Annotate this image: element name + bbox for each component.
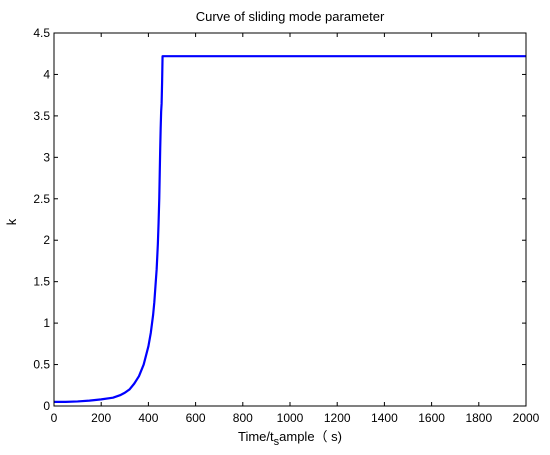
x-tick-label: 800 xyxy=(233,411,253,425)
y-tick-label: 1.5 xyxy=(33,275,50,289)
x-tick-label: 600 xyxy=(186,411,206,425)
y-tick-label: 2.5 xyxy=(33,192,50,206)
x-tick-label: 1800 xyxy=(465,411,492,425)
plot-frame xyxy=(53,32,527,407)
y-tick-label: 4 xyxy=(43,67,50,81)
y-tick-label: 3.5 xyxy=(33,109,50,123)
y-tick-label: 2 xyxy=(43,233,50,247)
x-axis-label: Time/tsample（ s) xyxy=(238,429,342,448)
series-line-k xyxy=(54,55,526,403)
y-axis: 0 0.5 1 1.5 2 2.5 3 3.5 4 4.5 xyxy=(33,26,526,413)
y-tick-label: 3 xyxy=(43,150,50,164)
x-axis: 0 200 400 600 800 1000 1200 1400 1600 1800 2000 xyxy=(51,33,540,425)
y-tick-label: 1 xyxy=(43,316,50,330)
x-tick-label: 1400 xyxy=(371,411,398,425)
plot-area xyxy=(54,33,526,406)
x-tick-label: 1000 xyxy=(277,411,304,425)
y-tick-label: 0 xyxy=(43,399,50,413)
y-tick-label: 0.5 xyxy=(33,358,50,372)
y-axis-label: k xyxy=(4,218,19,225)
x-tick-label: 200 xyxy=(91,411,111,425)
chart-title: Curve of sliding mode parameter xyxy=(196,9,385,24)
x-tick-label: 0 xyxy=(51,411,58,425)
x-tick-label: 1200 xyxy=(324,411,351,425)
x-tick-label: 400 xyxy=(138,411,158,425)
x-tick-label: 2000 xyxy=(513,411,540,425)
y-tick-label: 4.5 xyxy=(33,26,50,40)
x-tick-label: 1600 xyxy=(418,411,445,425)
